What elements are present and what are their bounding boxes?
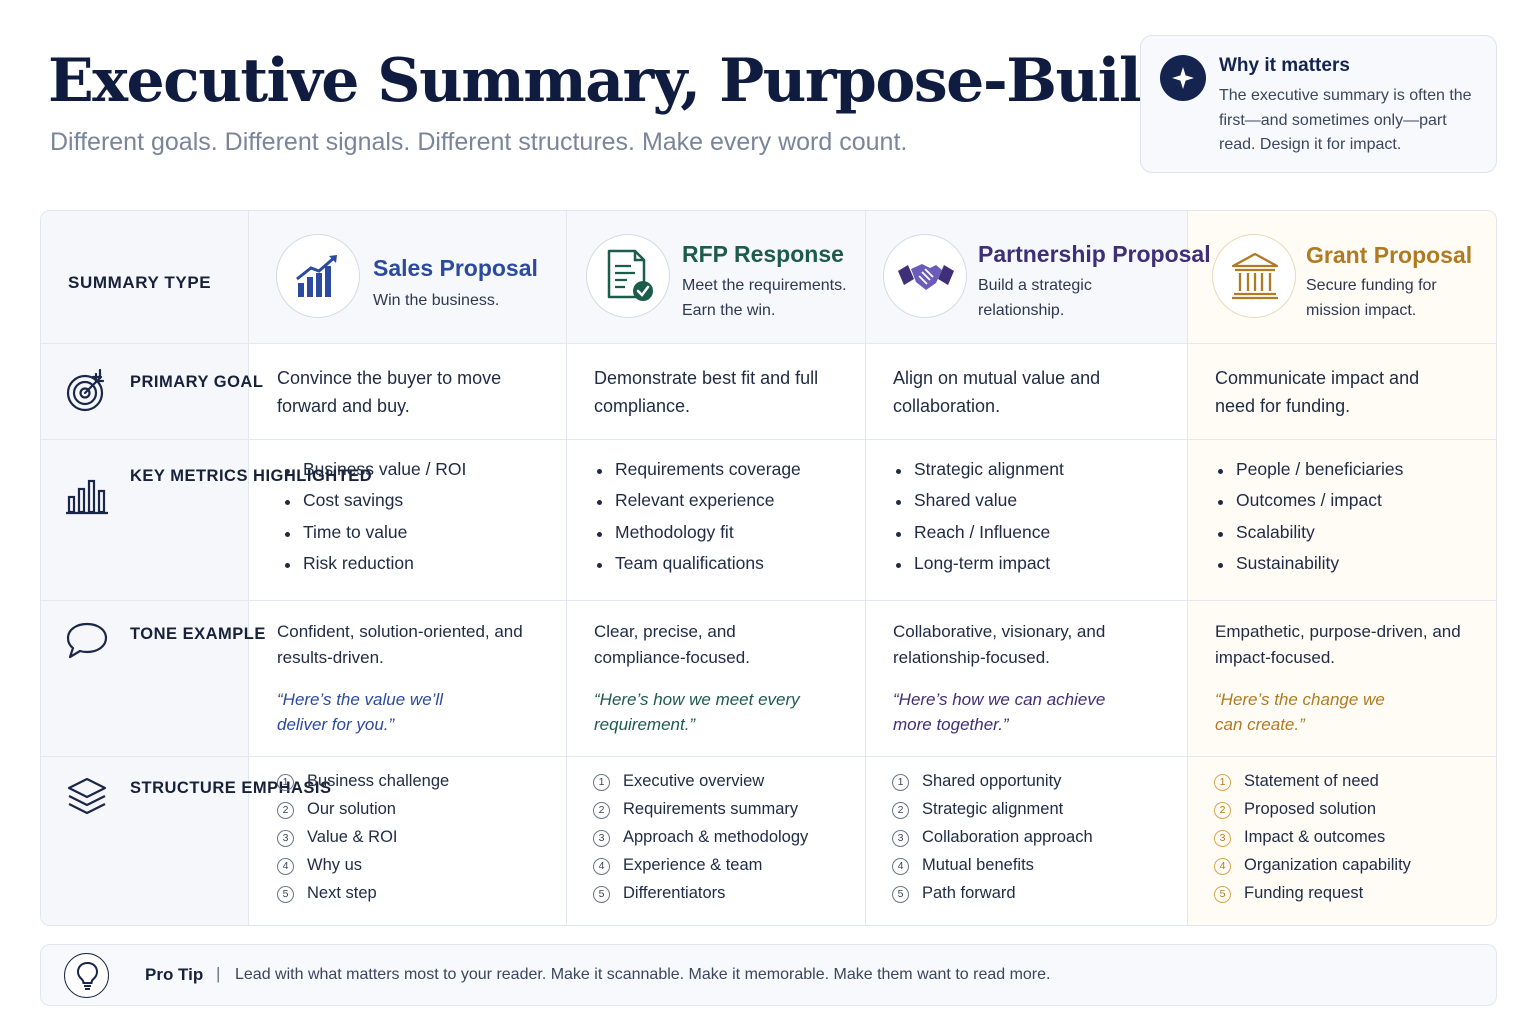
page-subtitle: Different goals. Different signals. Diff… (50, 128, 908, 156)
list-item: Time to value (281, 522, 551, 553)
handshake-icon (883, 234, 967, 318)
list-item: Long-term impact (892, 553, 1172, 584)
sales-tone-quote: “Here’s the value we’ll deliver for you.… (277, 690, 443, 734)
list-item: 3 Collaboration approach (892, 828, 1177, 856)
sales-proposal-title: Sales Proposal (373, 255, 538, 281)
grant-goal: Communicate impact and need for funding. (1215, 368, 1420, 416)
list-item: 4 Experience & team (593, 856, 858, 884)
list-item: 1 Business challenge (277, 772, 557, 800)
target-icon (65, 368, 109, 418)
list-item: Requirements coverage (593, 459, 853, 490)
partnership-proposal-title: Partnership Proposal (978, 241, 1211, 267)
lightbulb-icon (64, 953, 109, 998)
list-item: 5 Next step (277, 884, 557, 912)
list-item: Sustainability (1214, 553, 1484, 584)
layers-icon (65, 776, 109, 823)
why-it-matters-card: Why it matters The executive summary is … (1140, 35, 1497, 173)
rfp-metrics-list: Requirements coverage Relevant experienc… (593, 459, 853, 584)
partnership-tone-quote: “Here’s how we can achieve more together… (893, 690, 1106, 734)
bar-chart-growth-icon (276, 234, 360, 318)
list-item: Shared value (892, 490, 1172, 521)
why-it-matters-body: The executive summary is often the first… (1219, 87, 1472, 153)
list-item: Risk reduction (281, 553, 551, 584)
list-item: Outcomes / impact (1214, 490, 1484, 521)
row-label-tone-example: Tone Example (130, 625, 266, 643)
grant-metrics-list: People / beneficiaries Outcomes / impact… (1214, 459, 1484, 584)
summary-type-label: SUMMARY TYPE (68, 273, 212, 292)
list-item: People / beneficiaries (1214, 459, 1484, 490)
divider (41, 600, 1496, 601)
list-item: 2 Requirements summary (593, 800, 858, 828)
row-label-key-metrics: Key Metrics Highlighted (130, 467, 373, 485)
row-label-primary-goal: Primary Goal (130, 373, 264, 391)
sales-tone: Confident, solution-oriented, and result… (277, 622, 523, 667)
divider (566, 211, 567, 925)
bar-chart-icon (65, 477, 109, 522)
list-item: Strategic alignment (892, 459, 1172, 490)
divider (865, 211, 866, 925)
grant-tone: Empathetic, purpose-driven, and impact-f… (1215, 622, 1461, 667)
pro-tip-bar: Pro Tip | Lead with what matters most to… (40, 944, 1497, 1006)
list-item: 2 Our solution (277, 800, 557, 828)
list-item: 1 Statement of need (1214, 772, 1489, 800)
partnership-metrics-list: Strategic alignment Shared value Reach /… (892, 459, 1172, 584)
sales-structure-list: 1 Business challenge 2 Our solution 3 Value… (277, 772, 557, 911)
divider (41, 343, 1496, 344)
list-item: 4 Mutual benefits (892, 856, 1177, 884)
list-item: 1 Executive overview (593, 772, 858, 800)
list-item: Scalability (1214, 522, 1484, 553)
rfp-goal: Demonstrate best fit and full compliance… (594, 368, 819, 416)
list-item: 4 Why us (277, 856, 557, 884)
list-item: Reach / Influence (892, 522, 1172, 553)
pro-tip-label: Pro Tip (145, 965, 204, 984)
comparison-table: SUMMARY TYPE Primary Goal Key Metrics Hi… (40, 210, 1497, 926)
rfp-response-title: RFP Response (682, 241, 844, 267)
grant-tone-quote: “Here’s the change we can create.” (1215, 690, 1385, 734)
rfp-response-subtitle: Meet the requirements. Earn the win. (682, 277, 847, 319)
sparkle-icon (1160, 55, 1206, 101)
pro-tip-text: Lead with what matters most to your read… (235, 966, 1051, 983)
divider (41, 756, 1496, 757)
page-title: Executive Summary, Purpose-Built (48, 46, 1168, 116)
list-item: Cost savings (281, 490, 551, 521)
partnership-proposal-subtitle: Build a strategic relationship. (978, 277, 1092, 319)
partnership-structure-list: 1 Shared opportunity 2 Strategic alignment… (892, 772, 1177, 911)
sales-metrics-list: Business value / ROI Cost savings Time t… (281, 459, 551, 584)
list-item: 5 Path forward (892, 884, 1177, 912)
divider (1187, 211, 1188, 925)
partnership-goal: Align on mutual value and collaboration. (893, 368, 1101, 416)
list-item: Methodology fit (593, 522, 853, 553)
list-item: 3 Value & ROI (277, 828, 557, 856)
list-item: Business value / ROI (281, 459, 551, 490)
why-it-matters-title: Why it matters (1219, 55, 1350, 76)
list-item: 4 Organization capability (1214, 856, 1489, 884)
speech-bubble-icon (65, 621, 109, 666)
document-check-icon (586, 234, 670, 318)
grant-proposal-subtitle: Secure funding for mission impact. (1306, 277, 1437, 319)
rfp-tone: Clear, precise, and compliance-focused. (594, 622, 750, 667)
list-item: 3 Approach & methodology (593, 828, 858, 856)
grant-column-background (1188, 211, 1496, 925)
sales-proposal-subtitle: Win the business. (373, 292, 500, 309)
list-item: 5 Differentiators (593, 884, 858, 912)
sales-goal: Convince the buyer to move forward and b… (277, 368, 502, 416)
list-item: 5 Funding request (1214, 884, 1489, 912)
list-item: 1 Shared opportunity (892, 772, 1177, 800)
pro-tip-separator: | (216, 964, 221, 983)
list-item: Relevant experience (593, 490, 853, 521)
list-item: 2 Strategic alignment (892, 800, 1177, 828)
grant-proposal-title: Grant Proposal (1306, 242, 1473, 268)
rfp-tone-quote: “Here’s how we meet every requirement.” (594, 690, 800, 734)
institution-icon (1212, 234, 1296, 318)
row-label-column (41, 211, 249, 925)
partnership-tone: Collaborative, visionary, and relationsh… (893, 622, 1106, 667)
list-item: Team qualifications (593, 553, 853, 584)
list-item: 3 Impact & outcomes (1214, 828, 1489, 856)
rfp-structure-list: 1 Executive overview 2 Requirements summar… (593, 772, 858, 911)
list-item: 2 Proposed solution (1214, 800, 1489, 828)
divider (41, 439, 1496, 440)
